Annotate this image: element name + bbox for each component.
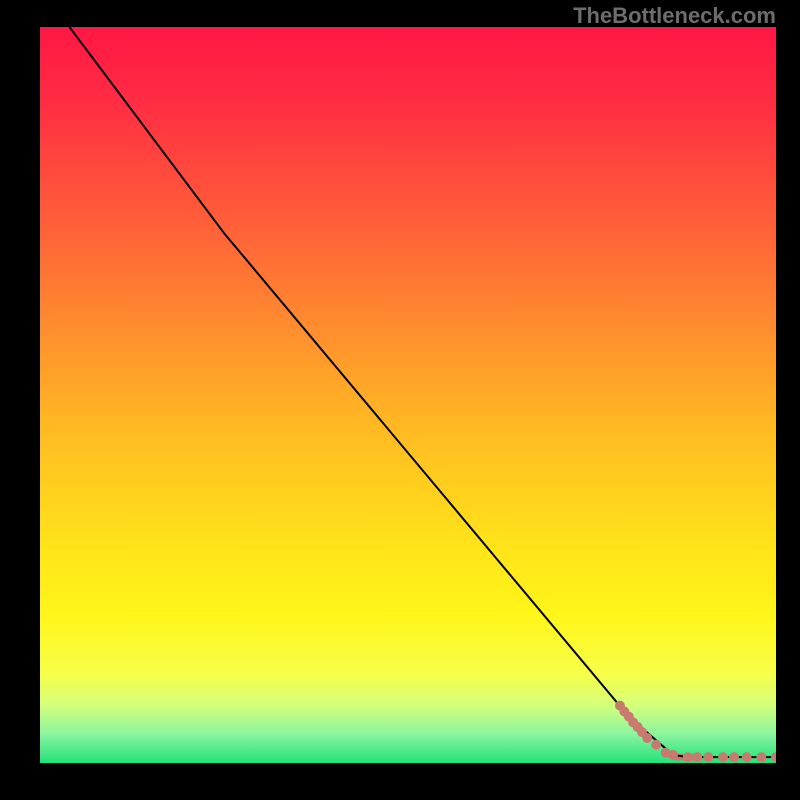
data-marker (692, 752, 702, 762)
data-marker (651, 740, 661, 750)
chart-svg (40, 27, 776, 763)
data-marker (742, 752, 752, 762)
data-marker (718, 752, 728, 762)
data-marker (729, 752, 739, 762)
data-marker (683, 752, 693, 762)
chart-plot-area (40, 27, 776, 763)
data-marker (756, 752, 766, 762)
watermark-text: TheBottleneck.com (573, 3, 776, 29)
chart-background (40, 27, 776, 763)
data-marker (642, 733, 652, 743)
data-marker (668, 750, 678, 760)
data-marker (703, 752, 713, 762)
